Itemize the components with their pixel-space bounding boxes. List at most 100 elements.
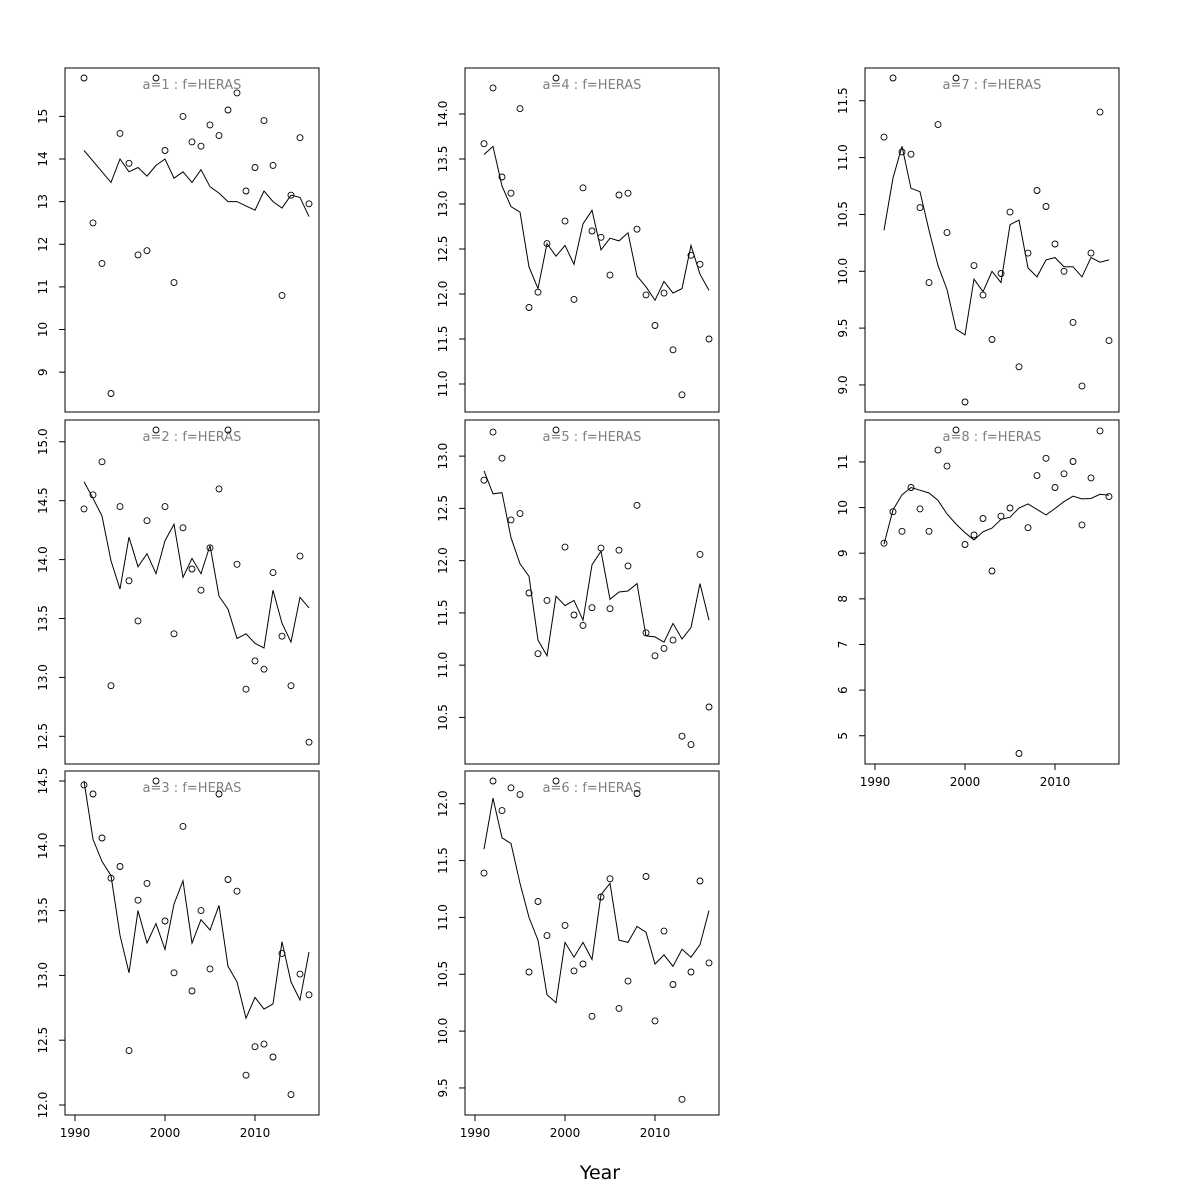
data-point — [534, 650, 542, 658]
panel-2: a=2 : f=HERAS 12.5 13.0 13.5 14.0 14.5 15.0 — [36, 419, 320, 765]
data-point — [633, 225, 641, 233]
data-point — [534, 898, 542, 905]
y-tick-label: 13.0 — [36, 664, 50, 691]
data-point — [1087, 474, 1095, 482]
data-point — [696, 550, 704, 558]
data-point — [260, 1040, 268, 1048]
data-point — [107, 682, 115, 690]
y-tick-label: 13.0 — [36, 962, 50, 989]
data-point — [1042, 454, 1050, 462]
data-point — [880, 133, 888, 141]
data-point — [907, 150, 915, 158]
data-point — [1069, 458, 1077, 465]
data-point — [925, 527, 933, 535]
data-point — [161, 917, 169, 925]
x-axis-label: Year — [579, 1162, 620, 1184]
data-point — [705, 959, 713, 967]
panel-6: a=6 : f=HERAS 9.5 10.0 10.5 11.0 11.5 12.0 1990… — [436, 770, 720, 1140]
data-point — [669, 981, 677, 988]
data-point — [1087, 249, 1095, 257]
data-point — [525, 304, 533, 311]
data-point — [1033, 187, 1041, 194]
data-point — [197, 142, 205, 150]
data-point — [161, 147, 169, 154]
x-tick-label: 1990 — [60, 1126, 91, 1140]
data-point — [260, 117, 268, 125]
data-point — [125, 159, 133, 167]
y-tick-label: 12.0 — [36, 1092, 50, 1119]
data-point — [233, 887, 241, 895]
data-point — [242, 187, 250, 195]
data-point — [498, 173, 506, 181]
data-point — [889, 74, 897, 82]
data-point — [633, 790, 641, 797]
data-point — [633, 501, 641, 509]
fitted-line — [83, 150, 310, 217]
fitted-line — [483, 145, 710, 302]
data-point — [642, 873, 650, 880]
data-point — [233, 89, 241, 97]
data-point — [916, 204, 924, 212]
data-point — [979, 291, 987, 299]
y-tick-label: 11.0 — [836, 144, 850, 171]
panel-title: a=6 : f=HERAS — [543, 781, 642, 796]
data-point — [651, 322, 659, 329]
panel-frame — [464, 419, 720, 765]
y-tick-label: 13 — [36, 194, 50, 209]
data-point — [880, 539, 888, 547]
data-point — [988, 336, 996, 343]
panel-5: a=5 : f=HERAS 10.5 11.0 11.5 12.0 12.5 13.0 — [436, 419, 720, 765]
y-tick-label: 13.0 — [436, 443, 450, 470]
y-tick-label: 11.5 — [436, 600, 450, 627]
panel-4: a=4 : f=HERAS 11.0 11.5 12.0 12.5 13.0 13.5 14.… — [436, 67, 720, 413]
data-point — [1078, 382, 1086, 390]
data-point — [242, 685, 250, 693]
data-point — [552, 777, 560, 785]
panel-frame — [464, 770, 720, 1116]
x-tick-label: 2000 — [550, 1126, 581, 1140]
data-point — [934, 446, 942, 454]
data-point — [988, 567, 996, 575]
data-point — [170, 630, 178, 638]
fitted-line — [883, 486, 1110, 545]
data-point — [970, 531, 978, 539]
data-point — [305, 738, 313, 746]
data-point — [197, 907, 205, 915]
data-point — [570, 967, 578, 975]
data-point — [916, 505, 924, 513]
data-point — [525, 968, 533, 976]
data-point — [979, 515, 987, 522]
y-tick-label: 10 — [836, 500, 850, 515]
x-tick-label: 1990 — [460, 1126, 491, 1140]
panel-frame — [64, 770, 320, 1116]
data-point — [943, 462, 951, 470]
data-point — [606, 875, 614, 883]
data-point — [961, 398, 969, 406]
data-point — [1078, 521, 1086, 529]
data-point — [651, 652, 659, 660]
data-point — [552, 74, 560, 82]
fitted-line — [83, 481, 310, 649]
data-point — [1096, 427, 1104, 435]
fitted-line — [83, 780, 310, 1020]
data-point — [206, 121, 214, 129]
y-tick-label: 8 — [836, 595, 850, 603]
data-point — [152, 426, 160, 434]
panel-frame — [64, 419, 320, 765]
data-point — [1006, 504, 1014, 512]
y-tick-label: 14.0 — [436, 101, 450, 128]
data-point — [107, 390, 115, 397]
data-point — [134, 617, 142, 625]
y-tick-label: 10 — [36, 322, 50, 337]
data-point — [669, 346, 677, 354]
panel-8: a=8 : f=HERAS 5 6 7 8 9 10 11 1990 2000 2010 — [836, 419, 1120, 789]
data-point — [152, 777, 160, 785]
data-point — [561, 217, 569, 225]
data-point — [525, 589, 533, 597]
data-point — [624, 189, 632, 197]
y-tick-label: 12.0 — [436, 547, 450, 574]
data-point — [206, 965, 214, 973]
data-point — [251, 1043, 259, 1051]
data-point — [696, 877, 704, 885]
data-point — [606, 605, 614, 613]
